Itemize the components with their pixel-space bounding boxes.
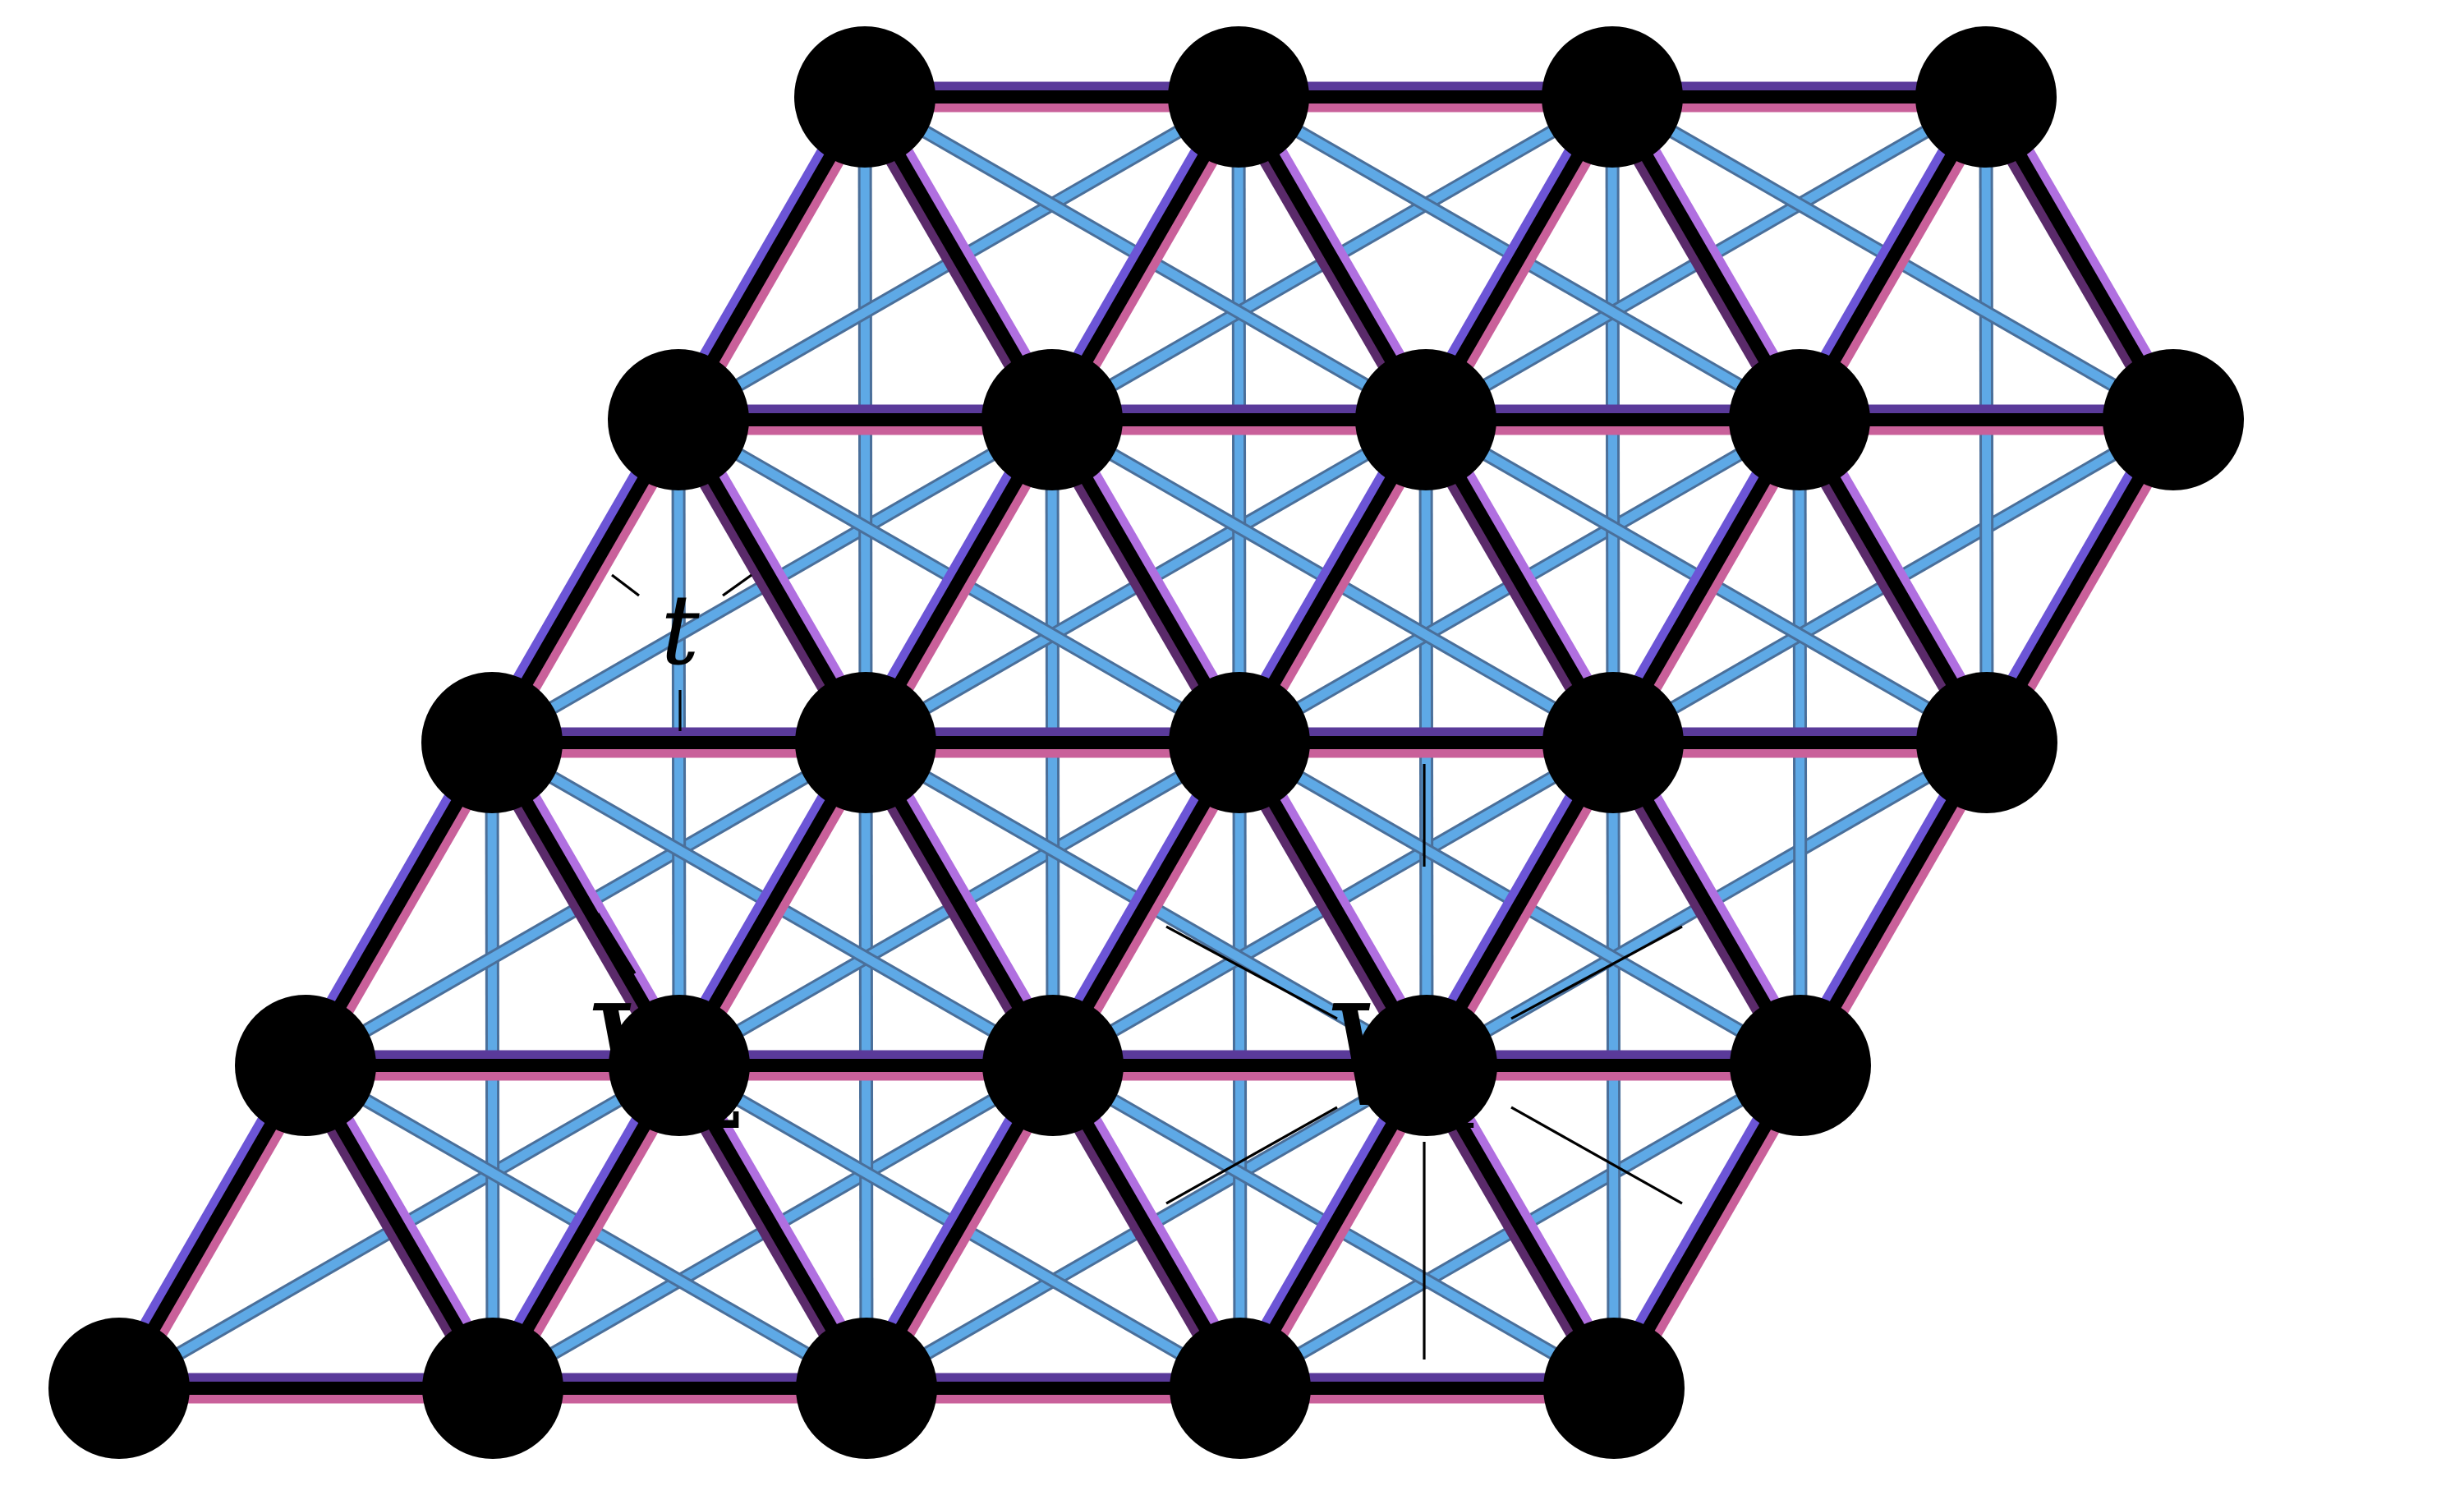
lattice-site [1729,349,1870,490]
next-nearest-interaction-label: V2 [505,913,854,1217]
lattice-site [48,1318,190,1459]
lattice-site [2103,349,2244,490]
lattice-site [1730,995,1871,1136]
lattice-site [608,349,749,490]
hopping-label: t [611,573,752,731]
lattice-site [794,26,935,168]
lattice-site [1542,672,1684,813]
lattice-site [1356,995,1497,1136]
v1-label: V1 [1325,976,1487,1151]
lattice-site [1915,26,2057,168]
hopping-bonds [105,81,2187,1404]
lattice-site [609,995,750,1136]
lattice-site [1168,26,1309,168]
lattice-site [981,349,1123,490]
lattice-site [1169,672,1310,813]
v2-label: V2 [586,976,748,1151]
lattice-site [1543,1318,1685,1459]
lattice-site [1916,672,2057,813]
t-label: t [660,573,700,687]
nearest-interaction-label: V1 [1165,764,1683,1359]
lattice-site [795,672,936,813]
lattice-site [235,995,376,1136]
lattice-site [422,1318,563,1459]
lattice-site [982,995,1124,1136]
lattice-site [1542,26,1683,168]
lattice-site [1355,349,1496,490]
lattice-site [796,1318,937,1459]
lattice-site [1170,1318,1311,1459]
lattice-site [421,672,563,813]
lattice-sites [48,26,2244,1459]
